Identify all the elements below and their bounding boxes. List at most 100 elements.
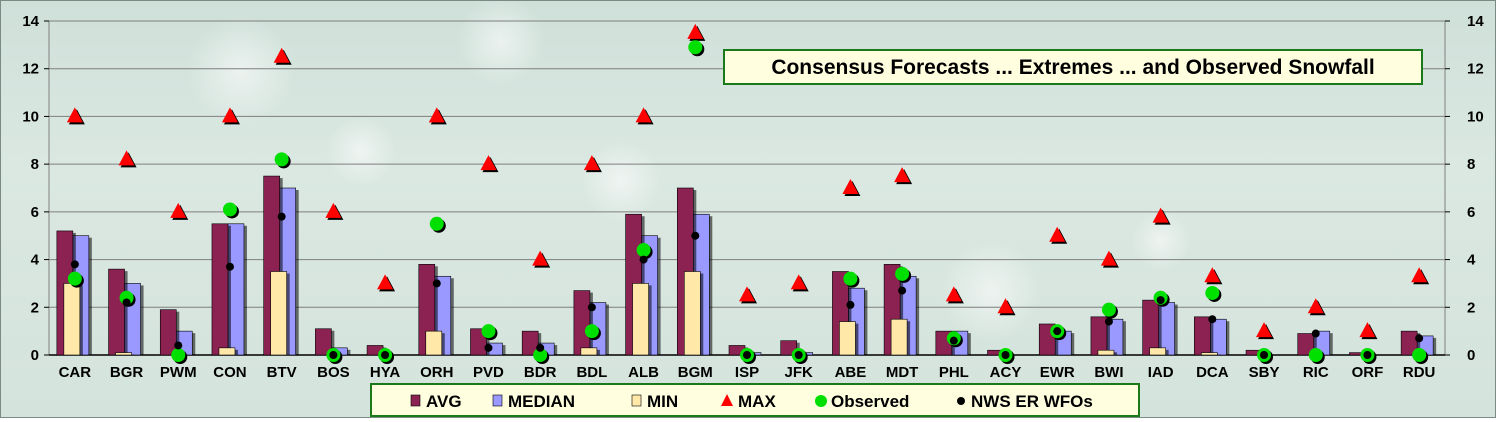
marker-max [739,286,755,301]
marker-observed [275,152,289,166]
x-tick-label: ISP [735,364,759,381]
marker-max [1204,267,1220,282]
x-tick-label: CON [213,364,246,381]
bar-avg [1143,300,1159,355]
bar-min [684,272,700,356]
x-tick-label: BGR [110,364,144,381]
x-tick-label: BOS [317,364,350,381]
marker-observed [637,243,651,257]
x-tick-label: BDR [524,364,557,381]
x-tick-label: ORF [1352,364,1384,381]
marker-max [894,167,910,182]
legend-label: MEDIAN [508,392,575,411]
bar-min [839,322,855,355]
bar-avg [160,310,176,355]
x-tick-label: RDU [1403,364,1436,381]
x-tick-label: PWM [160,364,197,381]
x-tick-label: BWI [1094,364,1123,381]
y-tick-label-right: 0 [1467,347,1475,364]
legend-label: MAX [738,392,776,411]
marker-max [842,179,858,194]
marker-nws [743,351,751,359]
marker-max [1256,322,1272,337]
marker-nws [1208,315,1216,323]
bar-avg [212,224,228,355]
marker-nws [1053,327,1061,335]
legend-swatch [815,395,827,407]
marker-max [119,150,135,165]
marker-nws [1363,351,1371,359]
legend-swatch [411,395,420,406]
bar-min [1150,348,1166,355]
marker-nws [898,287,906,295]
marker-nws [1415,334,1423,342]
legend-label: NWS ER WFOs [971,392,1093,411]
y-tick-label-left: 2 [31,299,39,316]
marker-max [1411,267,1427,282]
marker-max [532,251,548,266]
x-tick-label: EWR [1040,364,1075,381]
bar-min [64,283,80,355]
marker-nws [1105,318,1113,326]
bar-min [581,348,597,355]
legend-label: AVG [426,392,462,411]
x-tick-label: ABE [835,364,867,381]
y-tick-label-left: 10 [22,108,39,125]
x-tick-label: ALB [628,364,659,381]
y-tick-label-right: 4 [1467,252,1476,269]
marker-nws [433,279,441,287]
marker-max [791,274,807,289]
legend-label: Observed [831,392,909,411]
y-tick-label-right: 8 [1467,156,1475,173]
y-tick-label-left: 8 [31,156,39,173]
y-tick-label-left: 14 [22,13,39,30]
legend-swatch [493,395,502,406]
marker-observed [895,267,909,281]
x-tick-label: JFK [785,364,814,381]
y-tick-label-right: 14 [1467,13,1484,30]
x-tick-label: BDL [576,364,607,381]
x-tick-label: RIC [1303,364,1329,381]
bar-min [271,272,287,356]
x-tick-label: BGM [678,364,713,381]
x-tick-label: BTV [267,364,297,381]
x-tick-label: CAR [59,364,92,381]
y-tick-label-left: 6 [31,204,39,221]
bar-avg [1194,317,1210,355]
marker-max [325,203,341,218]
marker-max [687,24,703,39]
marker-nws [123,299,131,307]
legend-swatch [957,397,965,405]
marker-observed [843,272,857,286]
marker-nws [1157,296,1165,304]
marker-observed [1309,348,1323,362]
marker-observed [1102,303,1116,317]
marker-nws [950,337,958,345]
marker-observed [223,202,237,216]
x-tick-label: SBY [1249,364,1280,381]
y-tick-label-left: 4 [31,252,40,269]
bar-min [1201,353,1217,355]
marker-nws [381,351,389,359]
x-tick-label: IAD [1148,364,1174,381]
bar-min [633,283,649,355]
bar-min [1098,350,1114,355]
marker-nws [1312,330,1320,338]
bar-min [219,348,235,355]
x-tick-label: PHL [939,364,969,381]
y-tick-label-right: 6 [1467,204,1475,221]
marker-max [377,274,393,289]
marker-max [67,107,83,122]
marker-nws [846,301,854,309]
marker-nws [588,303,596,311]
y-tick-label-right: 12 [1467,61,1484,78]
legend-swatch [632,395,641,406]
marker-observed [688,40,702,54]
marker-observed [481,324,495,338]
marker-nws [226,263,234,271]
marker-observed [68,272,82,286]
marker-max [480,155,496,170]
